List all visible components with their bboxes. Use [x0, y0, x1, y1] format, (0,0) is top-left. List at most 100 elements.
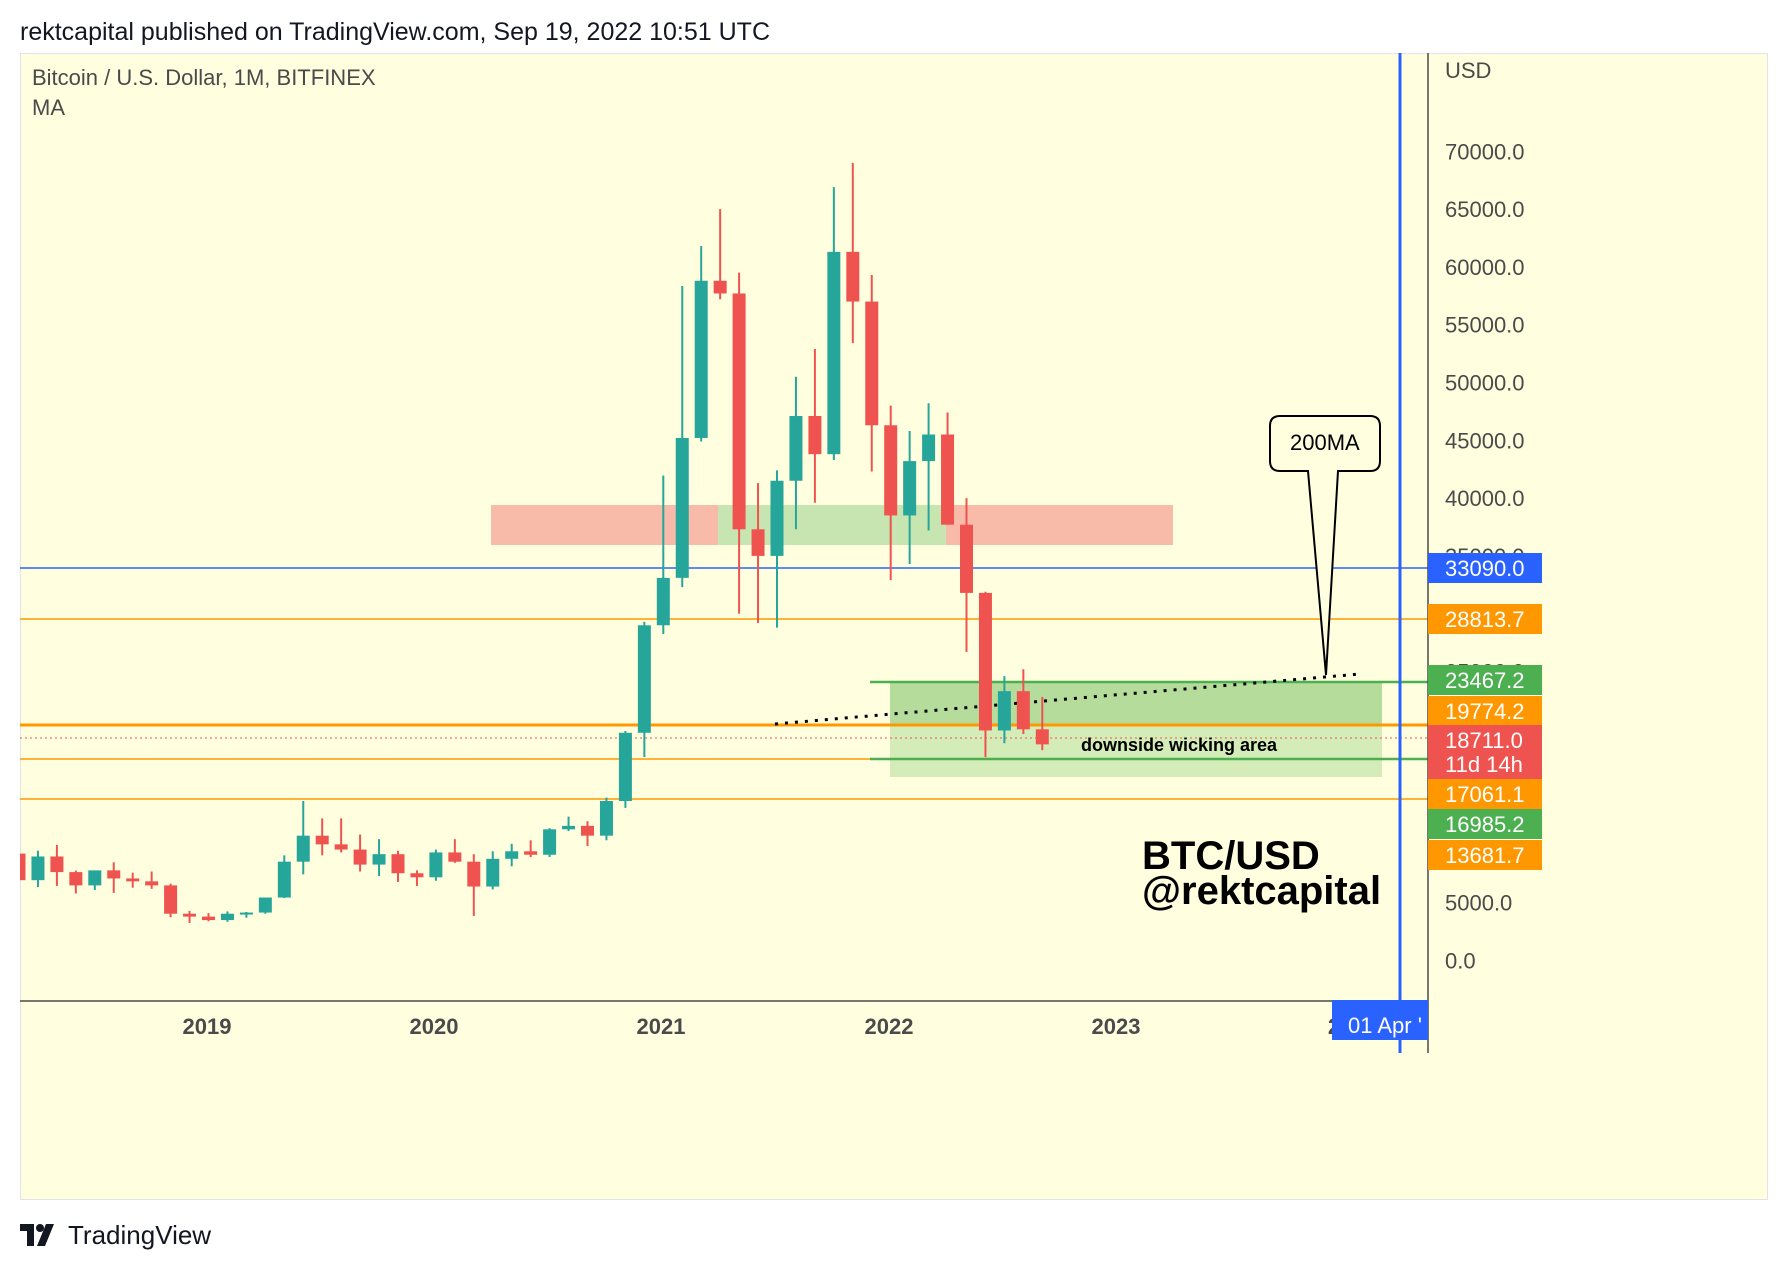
ma-callout: 200MA	[1269, 415, 1381, 676]
candle-body	[562, 825, 576, 830]
candle	[960, 498, 973, 652]
candle	[846, 162, 860, 344]
candle-body	[618, 732, 632, 801]
candle	[637, 621, 651, 758]
price-tags: 33090.0 28813.7 23467.2 19774.2 18711.0 17061…	[1428, 553, 1542, 870]
cursor-date-tag	[1332, 1000, 1428, 1040]
candle-body	[903, 461, 917, 516]
candle-body	[1016, 691, 1030, 730]
candle	[789, 376, 803, 530]
candle	[467, 854, 481, 917]
candle	[448, 839, 462, 863]
price-tag-label: 13681.7	[1445, 843, 1525, 868]
candle	[183, 910, 197, 923]
price-tag	[1428, 553, 1542, 583]
candle-body	[145, 881, 159, 886]
price-tick-label: 0.0	[1445, 949, 1476, 974]
price-tag	[1428, 840, 1542, 870]
candle-body	[239, 912, 253, 915]
price-tick-label: 55000.0	[1445, 313, 1525, 338]
candle	[391, 850, 405, 882]
candle-body	[126, 878, 140, 882]
price-tag	[1428, 809, 1542, 839]
candle-body	[107, 870, 121, 879]
candle-body	[69, 872, 83, 886]
candle-body	[486, 858, 500, 887]
indicator-label: MA	[32, 95, 65, 120]
candle	[164, 883, 178, 918]
candle	[732, 272, 746, 614]
candle-body	[467, 861, 481, 887]
candle	[675, 285, 689, 588]
candle	[145, 871, 159, 889]
candle-body	[960, 524, 973, 593]
price-tag	[1428, 696, 1542, 726]
candle	[31, 850, 45, 888]
candle	[334, 818, 348, 853]
year-label: 2023	[1092, 1014, 1141, 1039]
candle	[315, 818, 329, 856]
callout-bubble	[1269, 415, 1381, 676]
candle	[524, 840, 538, 858]
watermark-pair: BTC/USD	[1142, 834, 1320, 878]
candle-body	[31, 856, 45, 881]
candle	[220, 911, 234, 922]
candle-body	[353, 849, 367, 865]
candle	[88, 870, 102, 891]
price-chart[interactable]: USD 0.05000.035000.040000.045000.050000.…	[20, 53, 1766, 1198]
candle	[581, 821, 594, 847]
year-label: 2020	[410, 1014, 459, 1039]
price-tick-label: 65000.0	[1445, 197, 1525, 222]
watermark-author: @rektcapital	[1142, 869, 1381, 913]
candle	[486, 851, 500, 890]
price-axis[interactable]: USD 0.05000.035000.040000.045000.050000.…	[1445, 58, 1525, 974]
candle-body	[429, 852, 443, 878]
countdown-label: 11d 14h	[1445, 752, 1523, 777]
levels-layer	[20, 567, 1428, 800]
candle-body	[164, 885, 178, 914]
candle	[239, 911, 253, 918]
candle	[1016, 669, 1030, 734]
tradingview-logo-icon	[20, 1224, 54, 1246]
candle-body	[581, 825, 594, 836]
candle-body	[656, 577, 670, 626]
candle	[694, 246, 708, 442]
price-tick-label: 50000.0	[1445, 370, 1525, 395]
price-tag-label: 33090.0	[1445, 556, 1525, 581]
candle-body	[315, 835, 329, 845]
price-tag	[1428, 665, 1542, 695]
candle-body	[827, 251, 841, 455]
candle	[903, 431, 917, 564]
price-tag-label: 28813.7	[1445, 607, 1525, 632]
candle	[20, 853, 26, 881]
candle	[618, 731, 632, 808]
candle	[372, 839, 386, 877]
candle-body	[751, 529, 765, 556]
callout-label: 200MA	[1290, 430, 1360, 455]
price-tag-label: 17061.1	[1445, 782, 1525, 807]
price-tag-label: 18711.0	[1445, 728, 1523, 753]
zones-layer	[491, 505, 1382, 777]
candle	[296, 800, 310, 875]
candle	[258, 897, 272, 914]
candle	[543, 828, 557, 858]
candle-body	[675, 437, 689, 578]
candle	[922, 403, 936, 531]
candle-body	[1035, 729, 1049, 745]
candle-body	[997, 691, 1011, 731]
candle	[277, 855, 291, 899]
candle	[410, 870, 424, 886]
candle	[751, 483, 765, 623]
candle	[808, 348, 822, 503]
candle-body	[941, 434, 955, 525]
candle-body	[20, 853, 26, 881]
zone-annotation: downside wicking area	[1081, 735, 1278, 755]
time-axis[interactable]: 201920202021202220232	[183, 1014, 1341, 1039]
candle-body	[258, 897, 272, 913]
candle-body	[391, 854, 405, 874]
symbol-title: Bitcoin / U.S. Dollar, 1M, BITFINEX	[32, 65, 376, 90]
candle	[126, 872, 140, 888]
candle	[941, 412, 955, 525]
candle-body	[770, 480, 784, 556]
price-tick-label: 5000.0	[1445, 891, 1512, 916]
